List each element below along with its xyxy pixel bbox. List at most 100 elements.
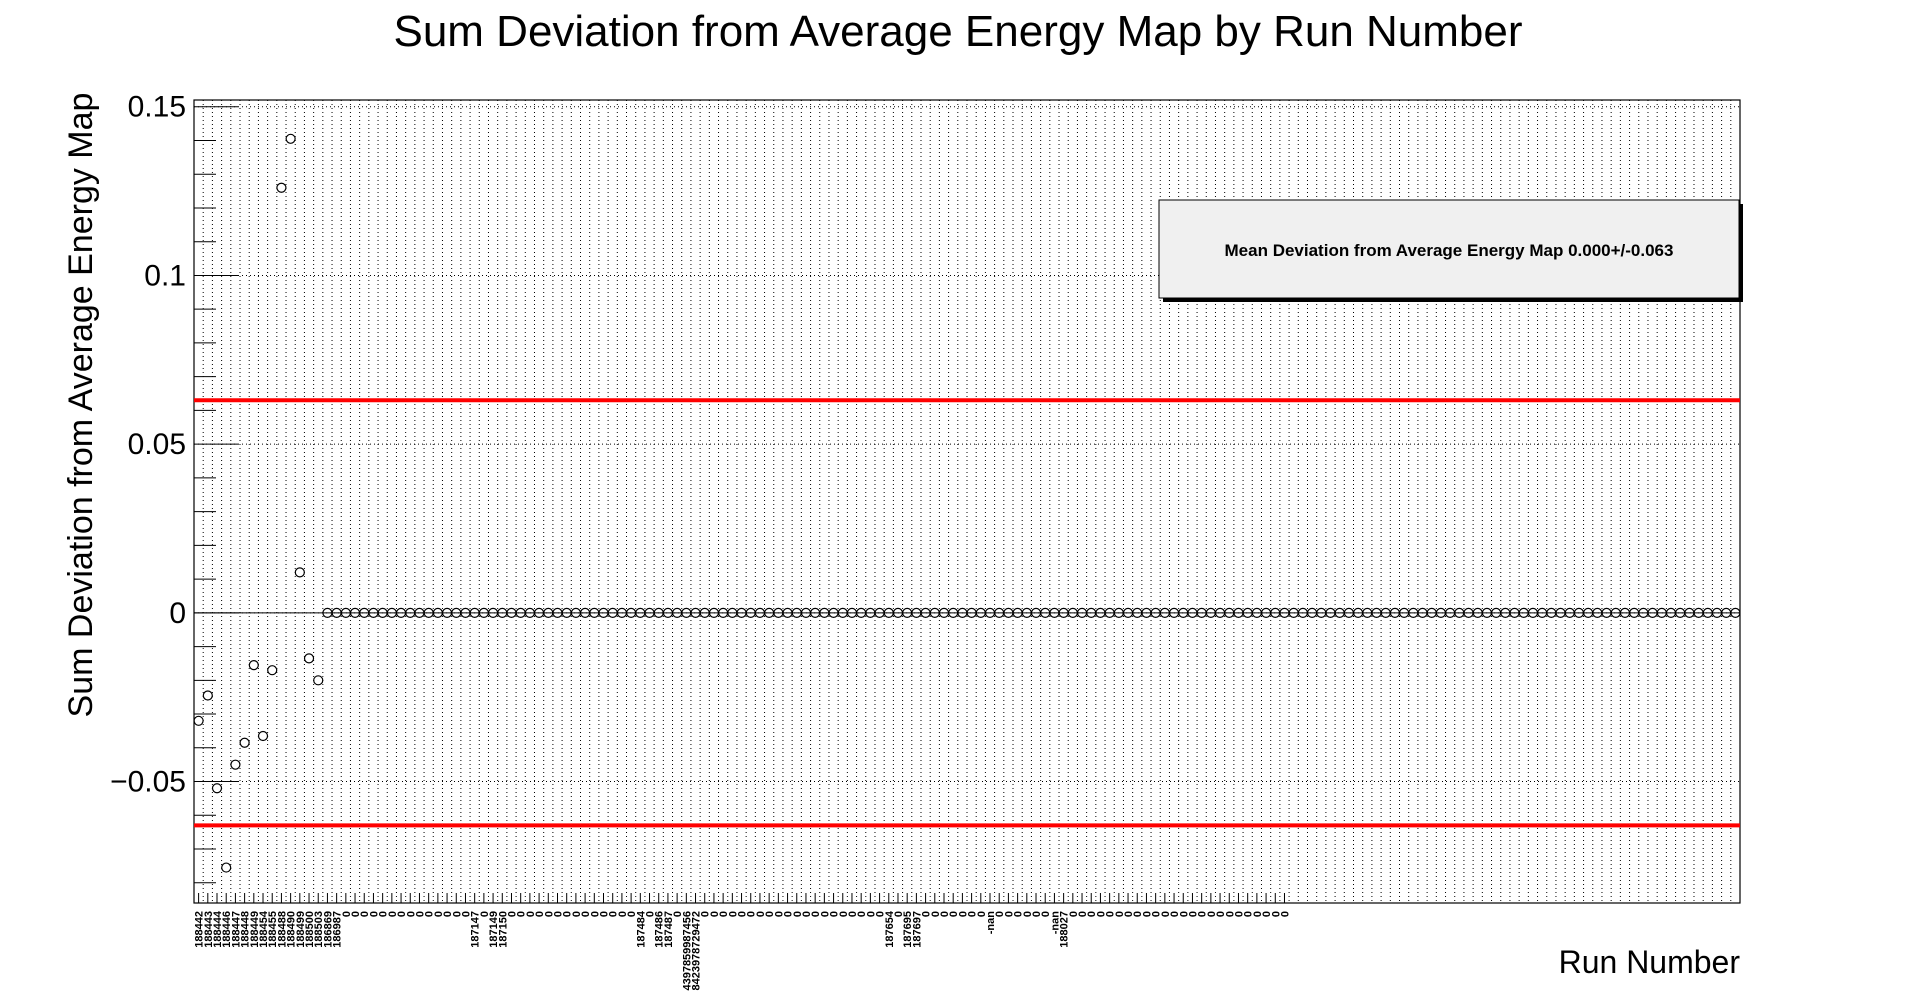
x-tick-label: 0 bbox=[1233, 911, 1245, 917]
y-tick-label: 0.15 bbox=[128, 91, 186, 124]
y-tick-label: 0 bbox=[169, 597, 186, 630]
x-tick-label: 0 bbox=[1105, 911, 1117, 917]
x-tick-label: 0 bbox=[1197, 911, 1209, 917]
x-tick-label: 188488 bbox=[276, 911, 288, 948]
x-tick-label: 0 bbox=[709, 911, 721, 917]
x-tick-label: 188500 bbox=[304, 911, 316, 948]
x-tick-label: -nan bbox=[985, 911, 997, 935]
x-tick-label: 0 bbox=[599, 911, 611, 917]
x-tick-label: 188442 bbox=[194, 911, 206, 948]
x-tick-label: 0 bbox=[580, 911, 592, 917]
x-tick-label: 0 bbox=[378, 911, 390, 917]
y-tick-label: 0.1 bbox=[144, 259, 186, 292]
x-tick-label: 0 bbox=[1243, 911, 1255, 917]
x-tick-label: 0 bbox=[396, 911, 408, 917]
x-tick-label: 0 bbox=[552, 911, 564, 917]
x-tick-label: 0 bbox=[792, 911, 804, 917]
x-tick-label: 0 bbox=[1224, 911, 1236, 917]
x-tick-label: 0 bbox=[626, 911, 638, 917]
x-tick-label: 0 bbox=[829, 911, 841, 917]
data-point bbox=[221, 862, 232, 873]
y-axis-label: Sum Deviation from Average Energy Map bbox=[62, 93, 100, 718]
x-tick-label: 0 bbox=[1215, 911, 1227, 917]
x-tick-label: 0 bbox=[571, 911, 583, 917]
data-point bbox=[285, 133, 296, 144]
x-tick-label: 0 bbox=[957, 911, 969, 917]
x-tick-label: 0 bbox=[737, 911, 749, 917]
x-tick-label: 188448 bbox=[240, 911, 252, 948]
x-tick-label: 0 bbox=[1151, 911, 1163, 917]
x-tick-label: 0 bbox=[1141, 911, 1153, 917]
x-tick-label: 0 bbox=[746, 911, 758, 917]
x-tick-label: 188454 bbox=[258, 910, 270, 948]
x-tick-label: 188490 bbox=[286, 911, 298, 948]
legend: Mean Deviation from Average Energy Map 0… bbox=[1158, 199, 1743, 302]
data-point bbox=[276, 182, 287, 193]
x-tick-label: 0 bbox=[350, 911, 362, 917]
x-tick-label: 187697 bbox=[911, 911, 923, 948]
x-tick-label: 0 bbox=[672, 911, 684, 917]
x-tick-label: 0 bbox=[387, 911, 399, 917]
x-tick-label: 187150 bbox=[497, 911, 509, 948]
x-tick-label: 0 bbox=[1040, 911, 1052, 917]
x-tick-label: 0 bbox=[893, 911, 905, 917]
x-tick-label: 0 bbox=[976, 911, 988, 917]
y-tick-label: 0.05 bbox=[128, 428, 186, 461]
x-tick-label: 0 bbox=[1279, 911, 1291, 917]
x-tick-label: 187149 bbox=[488, 911, 500, 948]
x-tick-label: 0 bbox=[819, 911, 831, 917]
x-tick-label: 0 bbox=[608, 911, 620, 917]
reference-lines bbox=[194, 398, 1740, 828]
data-point bbox=[202, 690, 213, 701]
x-tick-label: 0 bbox=[1178, 911, 1190, 917]
data-point bbox=[248, 660, 259, 671]
x-tick-label: 0 bbox=[1252, 911, 1264, 917]
x-tick-label: 0 bbox=[1114, 911, 1126, 917]
x-tick-label: 0 bbox=[810, 911, 822, 917]
x-tick-label: 0 bbox=[341, 911, 353, 917]
x-tick-label: 0 bbox=[1095, 911, 1107, 917]
plot-frame-rect bbox=[193, 99, 1741, 904]
x-tick-label: 0 bbox=[838, 911, 850, 917]
x-tick-label: 187654 bbox=[884, 910, 896, 948]
x-tick-label: 0 bbox=[1022, 911, 1034, 917]
x-tick-label: 0 bbox=[1013, 911, 1025, 917]
data-point bbox=[1730, 607, 1741, 618]
x-tick-label: 0 bbox=[1132, 911, 1144, 917]
x-tick-label: 0 bbox=[1261, 911, 1273, 917]
x-tick-label: 0 bbox=[801, 911, 813, 917]
x-tick-label: 0 bbox=[460, 911, 472, 917]
x-tick-label: 0 bbox=[847, 911, 859, 917]
x-tick-label: 4397859987456 bbox=[681, 911, 693, 991]
chart-title: Sum Deviation from Average Energy Map by… bbox=[393, 7, 1522, 56]
x-tick-label: 0 bbox=[764, 911, 776, 917]
x-tick-label: 188499 bbox=[295, 911, 307, 948]
x-tick-label: 188444 bbox=[212, 910, 224, 948]
x-tick-label: 187487 bbox=[663, 911, 675, 948]
x-tick-label: 0 bbox=[1068, 911, 1080, 917]
x-tick-label: 0 bbox=[451, 911, 463, 917]
x-tick-label: 187147 bbox=[470, 911, 482, 948]
x-tick-label: 0 bbox=[543, 911, 555, 917]
x-tick-label: 0 bbox=[617, 911, 629, 917]
x-tick-label: 0 bbox=[773, 911, 785, 917]
data-point bbox=[239, 737, 250, 748]
x-tick-label: 0 bbox=[1270, 911, 1282, 917]
x-tick-label: 0 bbox=[856, 911, 868, 917]
x-tick-label: 0 bbox=[967, 911, 979, 917]
data-point bbox=[313, 675, 324, 686]
x-tick-label: 0 bbox=[783, 911, 795, 917]
x-tick-label: 0 bbox=[1187, 911, 1199, 917]
x-tick-label: 0 bbox=[589, 911, 601, 917]
x-tick-label: 187695 bbox=[902, 911, 914, 948]
x-tick-label: 188449 bbox=[249, 911, 261, 948]
x-tick-label: 188446 bbox=[221, 911, 233, 948]
data-point bbox=[267, 665, 278, 676]
x-tick-label: 188447 bbox=[230, 911, 242, 948]
x-tick-label: 0 bbox=[994, 911, 1006, 917]
x-tick-label: 0 bbox=[700, 911, 712, 917]
x-tick-label: 187486 bbox=[654, 911, 666, 948]
data-point bbox=[193, 715, 204, 726]
x-tick-label: 0 bbox=[1003, 911, 1015, 917]
x-tick-label: 0 bbox=[948, 911, 960, 917]
